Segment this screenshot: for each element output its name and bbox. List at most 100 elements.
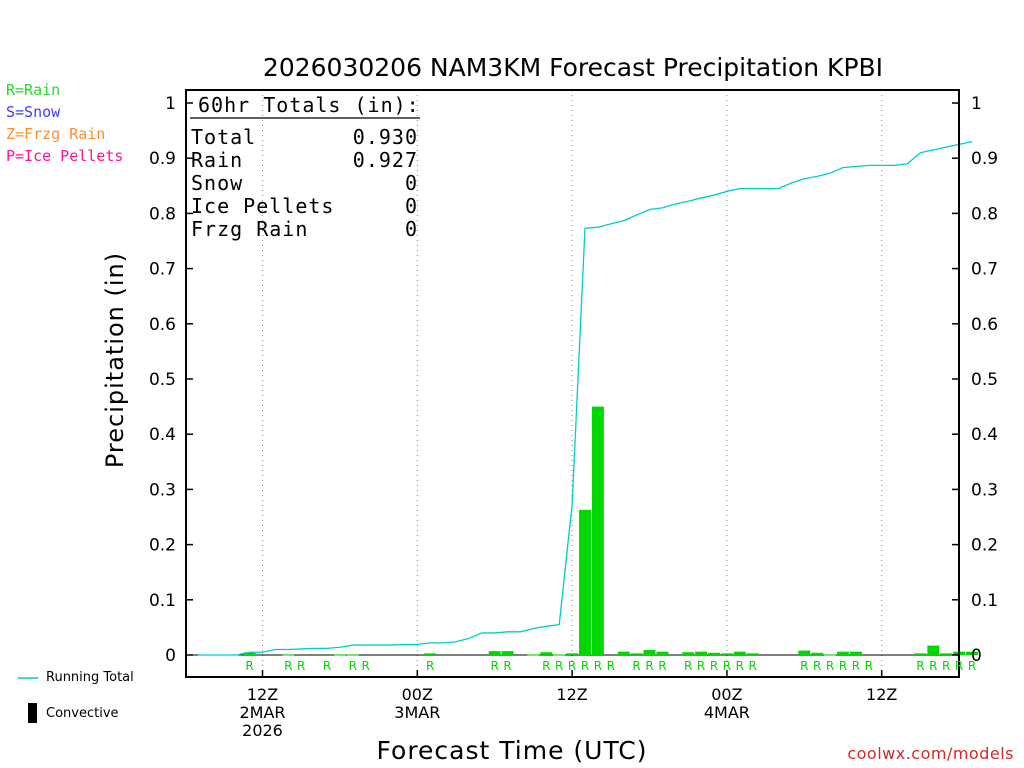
precip-type-label: R — [800, 659, 808, 673]
y-tick-label-left: 0.6 — [149, 315, 176, 335]
y-tick-label-right: 0.1 — [971, 591, 998, 611]
precip-type-label: R — [749, 659, 757, 673]
precip-bar — [424, 653, 437, 655]
precip-bar — [540, 652, 553, 655]
legend-snow: S=Snow — [6, 103, 61, 121]
totals-row-value: 0 — [405, 194, 418, 218]
y-tick-label-left: 0.5 — [149, 370, 176, 390]
precip-bar — [643, 650, 656, 655]
precip-bar — [488, 651, 501, 655]
x-tick-label: 12Z — [247, 685, 278, 704]
precip-bar — [746, 653, 759, 655]
totals-box: 60hr Totals (in): Total 0.930 Rain 0.927 Snow… — [190, 93, 420, 241]
totals-row-label: Ice Pellets — [191, 194, 334, 218]
precip-type-label: R — [426, 659, 434, 673]
y-tick-label-right: 0.5 — [971, 370, 998, 390]
precip-bar — [927, 645, 940, 655]
y-tick-label-left: 0.1 — [149, 591, 176, 611]
y-tick-label-right: 0.6 — [971, 315, 998, 335]
precip-type-label: R — [852, 659, 860, 673]
y-tick-label-right: 1 — [971, 94, 982, 114]
y-tick-label-left: 1 — [165, 94, 176, 114]
precip-bar — [617, 651, 630, 655]
precip-type-label: R — [968, 659, 976, 673]
plot-frame — [185, 89, 960, 678]
totals-row-value: 0 — [405, 217, 418, 241]
precip-type-label: R — [568, 659, 576, 673]
precip-type-label: R — [813, 659, 821, 673]
y-axis-right: 0 0.1 0.2 0.3 0.4 0.5 0.6 0.7 0.8 0.9 1 — [952, 94, 998, 666]
precip-type-label: R — [503, 659, 511, 673]
y-tick-label-left: 0 — [165, 646, 176, 666]
totals-header: 60hr Totals (in): — [198, 93, 420, 117]
gridlines — [186, 90, 959, 677]
precip-type-label: R — [632, 659, 640, 673]
precip-type-label: R — [658, 659, 666, 673]
precip-bar — [798, 650, 811, 655]
precip-bar — [720, 653, 733, 655]
x-tick-label: 00Z — [402, 685, 433, 704]
chart-title: 2026030206 NAM3KM Forecast Precipitation… — [263, 53, 883, 82]
x-tick-label: 2026 — [242, 721, 283, 740]
y-tick-label-right: 0.4 — [971, 425, 998, 445]
y-axis-label: Precipitation (in) — [101, 252, 129, 468]
y-tick-label-right: 0.8 — [971, 204, 998, 224]
precip-type-label: R — [955, 659, 963, 673]
y-tick-label-right: 0.9 — [971, 149, 998, 169]
precip-type-label: R — [645, 659, 653, 673]
precip-bar — [682, 652, 695, 655]
totals-row-label: Frzg Rain — [191, 217, 308, 241]
precip-bar — [333, 654, 346, 656]
precip-type-label: R — [555, 659, 563, 673]
x-axis-label: Forecast Time (UTC) — [377, 736, 648, 765]
convective-legend-label: Convective — [46, 706, 119, 721]
y-tick-label-right: 0 — [971, 646, 982, 666]
legend-rain: R=Rain — [6, 81, 61, 99]
precip-bar — [966, 651, 978, 655]
precip-type-label: R — [916, 659, 924, 673]
precip-type-label: R — [684, 659, 692, 673]
y-tick-label-left: 0.4 — [149, 425, 176, 445]
precip-type-label: R — [349, 659, 357, 673]
precip-type-label: R — [323, 659, 331, 673]
convective-legend-swatch — [28, 703, 37, 723]
legend-ice-pellets: P=Ice Pellets — [6, 147, 124, 165]
totals-row-label: Total — [191, 125, 256, 149]
y-tick-label-left: 0.2 — [149, 536, 176, 556]
precip-bar — [579, 509, 591, 655]
x-tick-label: 2MAR — [239, 703, 285, 722]
precip-bar — [501, 651, 514, 655]
precip-bar — [591, 406, 604, 655]
precip-bar — [837, 651, 849, 655]
running-total-line — [198, 141, 973, 656]
precip-type-label: R — [297, 659, 305, 673]
precip-bar — [695, 651, 708, 655]
totals-row-value: 0.927 — [353, 148, 418, 172]
y-tick-label-right: 0.7 — [971, 260, 998, 280]
x-tick-label: 00Z — [711, 685, 742, 704]
precip-type-label: R — [865, 659, 873, 673]
totals-row-value: 0.930 — [353, 125, 418, 149]
x-tick-label: 3MAR — [394, 703, 440, 722]
precip-type-label: R — [826, 659, 834, 673]
precip-type-label: R — [736, 659, 744, 673]
credit-link[interactable]: coolwx.com/models — [847, 744, 1014, 763]
precip-bar — [914, 653, 927, 655]
precip-type-label: R — [607, 659, 615, 673]
precip-type-label: R — [723, 659, 731, 673]
precip-bar — [811, 652, 824, 655]
totals-row-label: Rain — [191, 148, 243, 172]
precip-bar — [243, 652, 256, 655]
precip-type-legend: R=Rain S=Snow Z=Frzg Rain P=Ice Pellets — [6, 79, 123, 167]
y-tick-label-right: 0.3 — [971, 480, 998, 500]
totals-row-value: 0 — [405, 171, 418, 195]
precip-type-label: R — [594, 659, 602, 673]
running-total-series — [198, 141, 973, 656]
running-total-legend-label: Running Total — [46, 670, 134, 685]
y-tick-label-left: 0.3 — [149, 480, 176, 500]
precip-bar — [630, 653, 643, 655]
precip-bar — [527, 654, 540, 656]
precip-bar — [282, 654, 295, 656]
